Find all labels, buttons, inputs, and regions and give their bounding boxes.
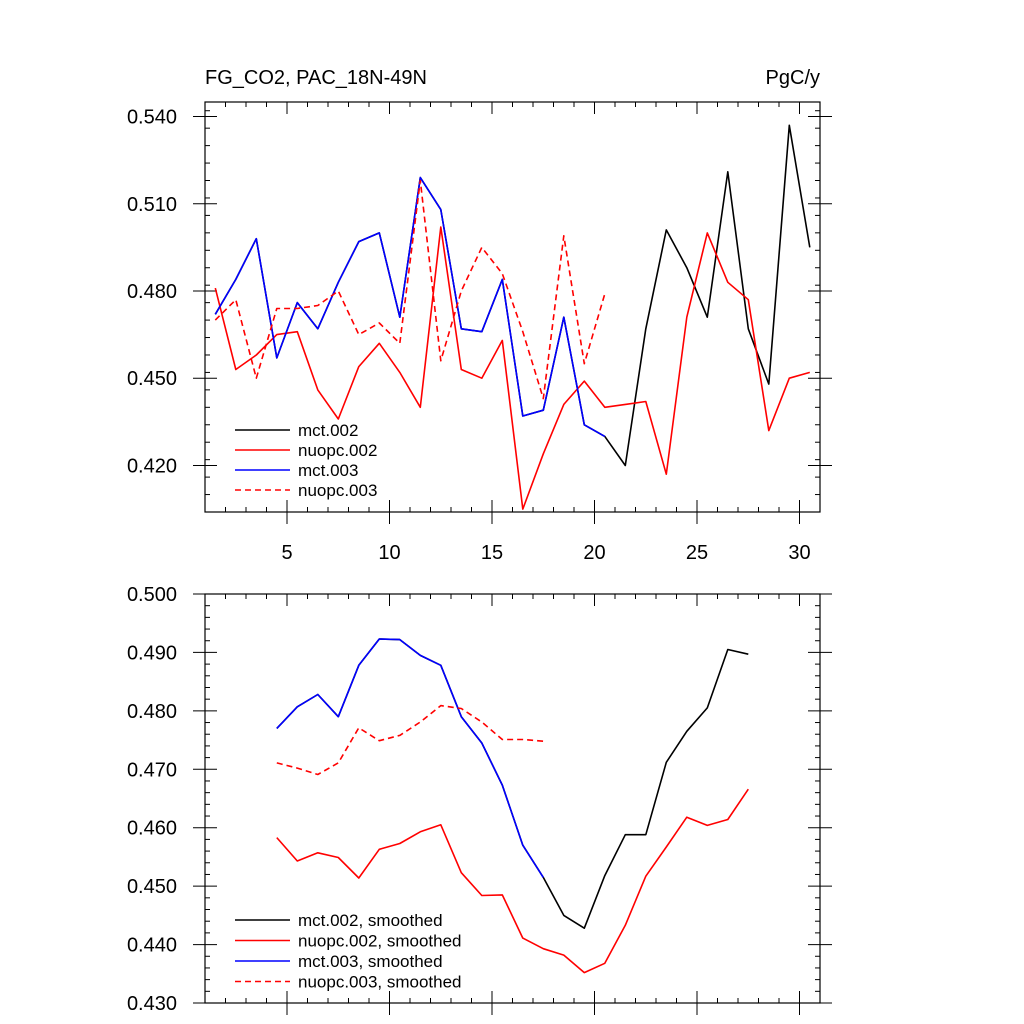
x-tick-label: 20 — [583, 542, 605, 564]
legend-label-nuopc-002-smoothed: nuopc.002, smoothed — [298, 932, 462, 951]
series-line-nuopc-003 — [214, 179, 606, 400]
series-line-mct-003 — [214, 176, 606, 438]
y-tick-label: 0.490 — [127, 642, 177, 664]
x-tick-label: 10 — [378, 542, 400, 564]
y-tick-label: 0.470 — [127, 759, 177, 781]
y-tick-label: 0.460 — [127, 818, 177, 840]
chart-units-label: PgC/y — [766, 67, 820, 89]
chart-title-left: FG_CO2, PAC_18N-49N — [205, 67, 427, 89]
series-line-nuopc-002-smoothed — [276, 788, 749, 974]
top-panel: 5 10 15 20 25 30 0.420 0.450 0.480 0.510 0.540 FG_C… — [127, 67, 832, 564]
series-line-nuopc-003-smoothed — [276, 704, 544, 776]
series-line-mct-002 — [214, 124, 811, 467]
legend-label-nuopc-003-smoothed: nuopc.003, smoothed — [298, 973, 462, 992]
y-tick-label: 0.450 — [127, 876, 177, 898]
series-line-mct-003-smoothed — [276, 638, 544, 878]
x-tick-label: 5 — [281, 542, 292, 564]
y-tick-label: 0.450 — [127, 368, 177, 390]
series-line-mct-002-smoothed — [276, 638, 749, 930]
y-tick-label: 0.440 — [127, 935, 177, 957]
legend-label-mct-003: mct.003 — [298, 461, 358, 480]
y-tick-label: 0.480 — [127, 701, 177, 723]
legend-label-mct-003-smoothed: mct.003, smoothed — [298, 952, 443, 971]
legend-label-mct-002: mct.002 — [298, 421, 358, 440]
y-tick-label: 0.510 — [127, 194, 177, 216]
x-tick-label: 30 — [788, 542, 810, 564]
y-tick-label: 0.420 — [127, 455, 177, 477]
legend-label-mct-002-smoothed: mct.002, smoothed — [298, 911, 443, 930]
series-line-nuopc-002 — [214, 226, 811, 510]
x-tick-label: 15 — [481, 542, 503, 564]
y-tick-label: 0.430 — [127, 993, 177, 1015]
legend-label-nuopc-002: nuopc.002 — [298, 441, 377, 460]
y-tick-label: 0.480 — [127, 281, 177, 303]
bottom-panel: 0.430 0.440 0.450 0.460 0.470 0.480 0.490 0.500… — [127, 584, 832, 1015]
x-tick-label: 25 — [686, 542, 708, 564]
y-tick-label: 0.540 — [127, 107, 177, 129]
y-tick-label: 0.500 — [127, 584, 177, 606]
legend-label-nuopc-003: nuopc.003 — [298, 481, 377, 500]
